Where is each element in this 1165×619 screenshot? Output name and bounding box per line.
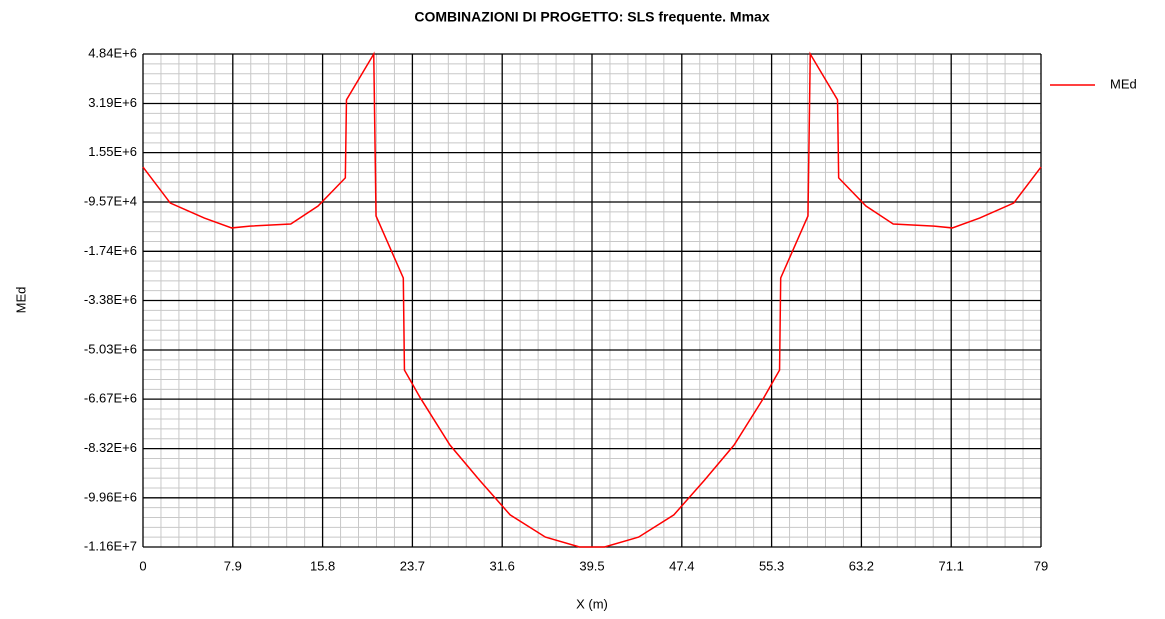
y-tick-label: 1.55E+6	[88, 144, 137, 159]
y-tick-label: -8.32E+6	[84, 440, 137, 455]
x-tick-label: 0	[139, 558, 146, 573]
x-tick-label: 31.6	[490, 558, 515, 573]
chart-title: COMBINAZIONI DI PROGETTO: SLS frequente.…	[414, 9, 769, 25]
x-tick-label: 15.8	[310, 558, 335, 573]
x-tick-label: 23.7	[400, 558, 425, 573]
y-axis-label: MEd	[13, 287, 28, 314]
y-tick-label: -9.96E+6	[84, 489, 137, 504]
x-tick-label: 7.9	[224, 558, 242, 573]
y-tick-label: 4.84E+6	[88, 45, 137, 60]
y-tick-label: -3.38E+6	[84, 292, 137, 307]
data-line	[142, 51, 1042, 548]
x-tick-label: 63.2	[849, 558, 874, 573]
y-tick-label: -1.16E+7	[84, 538, 137, 553]
legend-label: MEd	[1110, 76, 1137, 91]
x-tick-label: 79	[1034, 558, 1048, 573]
x-tick-label: 47.4	[669, 558, 694, 573]
x-axis-label: X (m)	[576, 596, 608, 611]
x-tick-label: 71.1	[939, 558, 964, 573]
y-tick-label: -9.57E+4	[84, 193, 137, 208]
y-tick-label: 3.19E+6	[88, 95, 137, 110]
y-tick-label: -6.67E+6	[84, 391, 137, 406]
y-tick-label: -5.03E+6	[84, 341, 137, 356]
x-tick-label: 39.5	[579, 558, 604, 573]
x-tick-label: 55.3	[759, 558, 784, 573]
y-tick-label: -1.74E+6	[84, 243, 137, 258]
